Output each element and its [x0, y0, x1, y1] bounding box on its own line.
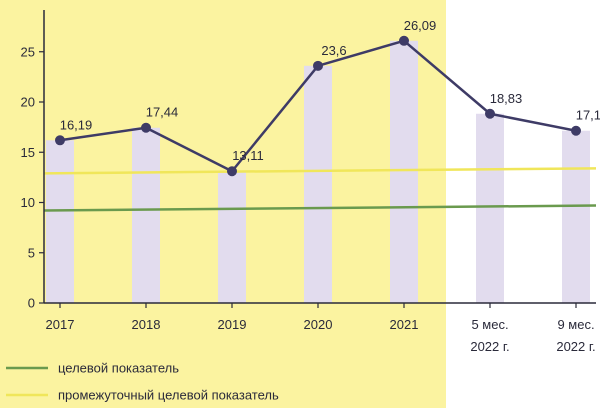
legend-label-1: промежуточный целевой показатель	[58, 388, 279, 403]
data-point-5	[485, 108, 495, 119]
data-label-4: 26,09	[404, 18, 437, 33]
y-ticks-group: 0 5 10 15 20 25	[21, 44, 44, 311]
data-label-0: 16,19	[60, 117, 93, 132]
bars-group	[46, 40, 590, 303]
data-point-2	[227, 166, 237, 177]
x-tick-label-6: 9 мес.	[557, 317, 594, 332]
x-tick-label-line2-6: 2022 г.	[556, 339, 595, 354]
x-tick-label-4: 2021	[390, 317, 419, 332]
markers-group	[55, 35, 581, 177]
data-labels-group: 16,19 17,44 13,11 23,6 26,09 18,83 17,14	[60, 18, 600, 163]
x-tick-label-5: 5 мес.	[471, 317, 508, 332]
bar-1	[132, 127, 160, 303]
x-tick-label-1: 2018	[132, 317, 161, 332]
bar-6	[562, 130, 590, 303]
y-tick-label-4: 20	[21, 95, 35, 110]
data-label-5: 18,83	[490, 91, 523, 106]
x-ticks-group: 2017 2018 2019 2020 2021 5 мес. 2022 г. 9 мес. 2…	[46, 303, 596, 354]
data-label-3: 23,6	[321, 43, 346, 58]
x-tick-label-line2-5: 2022 г.	[470, 339, 509, 354]
bar-4	[390, 40, 418, 303]
y-tick-label-2: 10	[21, 195, 35, 210]
data-label-2: 13,11	[232, 148, 264, 163]
y-tick-label-1: 5	[28, 245, 35, 260]
bar-0	[46, 140, 74, 303]
data-label-6: 17,14	[576, 108, 600, 123]
data-point-3	[313, 60, 323, 71]
y-tick-label-0: 0	[28, 296, 35, 311]
y-tick-label-5: 25	[21, 44, 35, 59]
data-point-0	[55, 135, 65, 146]
legend: целевой показатель промежуточный целевой …	[6, 361, 279, 403]
axes-group	[43, 10, 596, 304]
data-point-4	[399, 35, 409, 46]
x-tick-label-3: 2020	[304, 317, 333, 332]
data-label-1: 17,44	[146, 105, 179, 120]
data-point-1	[141, 122, 151, 133]
y-tick-label-3: 15	[21, 145, 35, 160]
data-point-6	[571, 125, 581, 136]
bar-2	[218, 171, 246, 303]
reference-line-0	[43, 204, 597, 212]
reference-lines-group	[43, 167, 597, 212]
bar-3	[304, 65, 332, 303]
legend-label-0: целевой показатель	[58, 361, 179, 376]
x-tick-label-0: 2017	[46, 317, 75, 332]
x-tick-label-2: 2019	[218, 317, 247, 332]
bar-5	[476, 113, 504, 303]
reference-line-1	[43, 167, 597, 175]
